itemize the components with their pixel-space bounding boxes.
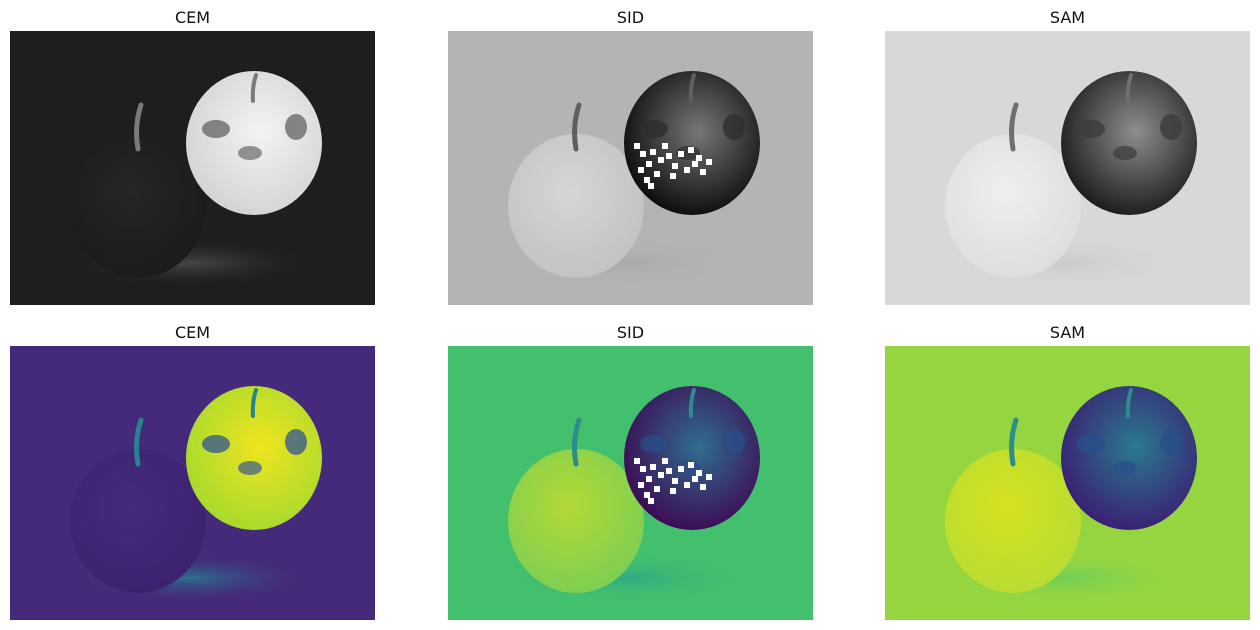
apple-spot [285,114,307,140]
apple-spot [238,146,262,160]
panel-title-cem-gray: CEM [10,8,375,28]
apple-spot [202,435,230,453]
sid-gray-image [448,31,813,305]
apple-spot [640,120,668,138]
apple-spot [1113,146,1137,160]
apple-spot [1077,120,1105,138]
panel-title-cem-viridis: CEM [10,323,375,343]
apple-spot [238,461,262,475]
apple-spot [640,435,668,453]
apple-spot [723,114,745,140]
cem-viridis-image [10,346,375,620]
panel-title-sam-gray: SAM [885,8,1250,28]
left-apple [945,134,1081,278]
sam-gray-image [885,31,1250,305]
apple-spot [1160,114,1182,140]
left-apple [508,134,644,278]
panel-title-sam-viridis: SAM [885,323,1250,343]
cem-gray-image [10,31,375,305]
left-apple [945,449,1081,593]
apple-spot [1077,435,1105,453]
apple-spot [1160,429,1182,455]
left-apple [508,449,644,593]
sid-viridis-image [448,346,813,620]
panel-title-sid-gray: SID [448,8,813,28]
sam-viridis-image [885,346,1250,620]
apple-spot [202,120,230,138]
panel-title-sid-viridis: SID [448,323,813,343]
apple-spot [285,429,307,455]
left-apple [70,134,206,278]
left-apple [70,449,206,593]
apple-spot [723,429,745,455]
apple-spot [1113,461,1137,475]
